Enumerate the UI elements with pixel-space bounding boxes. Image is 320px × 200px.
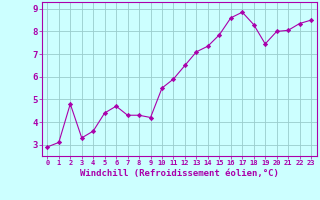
X-axis label: Windchill (Refroidissement éolien,°C): Windchill (Refroidissement éolien,°C) xyxy=(80,169,279,178)
